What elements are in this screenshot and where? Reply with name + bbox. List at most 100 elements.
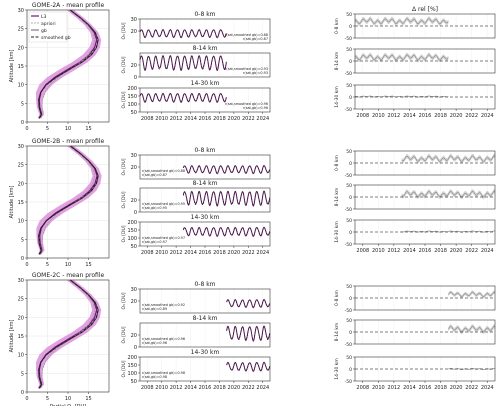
timeseries-panel: 20 30 0-8 km O₃ [DU] r(sat,smoothed gb)=0.88…	[121, 147, 271, 180]
y-axis-label: O₃ [DU]	[121, 292, 127, 309]
tick-label: 2014	[184, 385, 197, 391]
tick-label: 200	[127, 220, 137, 226]
tick-label: 0	[349, 24, 352, 30]
tick-label: 20	[131, 198, 137, 204]
tick-label: 2024	[256, 116, 269, 122]
panel-title: 8-14 km	[193, 180, 218, 187]
tick-label: 2008	[141, 385, 154, 391]
sat-series-line	[139, 92, 227, 103]
tick-label: 30	[131, 153, 137, 159]
tick-label: 15	[18, 200, 24, 206]
sat-series-line	[139, 55, 227, 72]
tick-label: 30	[18, 144, 24, 150]
y-axis-label: Altitude [km]	[9, 320, 15, 353]
panel-title: 0-8 km	[194, 11, 215, 18]
tick-label: -50	[345, 207, 352, 213]
tick-label: 50	[346, 83, 352, 89]
y-axis-label: O₃ [DU]	[121, 56, 127, 73]
difference-panel: -50 0 50 8-14 km	[334, 318, 496, 348]
difference-line	[448, 291, 496, 297]
tick-label: 2020	[450, 248, 463, 254]
difference-line	[354, 54, 449, 61]
tick-label: 20	[131, 63, 137, 69]
profile-line-apriori	[40, 9, 96, 119]
correlation-annotation: r(sat,gb)=0.97	[142, 240, 167, 244]
tick-label: 10	[65, 262, 71, 268]
tick-label: 30	[131, 287, 137, 293]
tick-label: 2010	[155, 385, 168, 391]
tick-label: 2020	[228, 385, 241, 391]
correlation-annotation: r(sat,smoothed gb)=0.98	[142, 371, 185, 375]
tick-label: 20	[131, 29, 137, 35]
tick-label: 2020	[450, 113, 463, 119]
y-axis-label: 0-8 km	[334, 290, 340, 306]
tick-label: 2008	[356, 248, 369, 254]
tick-label: 2020	[228, 250, 241, 256]
tick-label: 5	[46, 396, 49, 402]
panel-title: 8-14 km	[193, 45, 218, 52]
axes-frame	[354, 184, 496, 210]
tick-label: 15	[85, 396, 91, 402]
legend-label: apriori	[41, 21, 56, 27]
y-axis-label: 8-14 km	[334, 323, 340, 342]
panel-title: 14-30 km	[191, 214, 220, 221]
tick-label: 2024	[256, 250, 269, 256]
panel-title: GOME-2B - mean profile	[32, 138, 105, 145]
tick-label: 50	[346, 355, 352, 361]
y-axis-label: O₃ [DU]	[121, 158, 127, 175]
axes-frame	[139, 87, 271, 113]
tick-label: 15	[18, 64, 24, 70]
difference-line	[448, 325, 496, 333]
tick-label: 50	[346, 47, 352, 53]
tick-label: 2016	[419, 385, 432, 391]
tick-label: 5	[21, 101, 24, 107]
tick-label: 10	[65, 396, 71, 402]
correlation-annotation: r(sat,gb)=0.96	[243, 106, 268, 110]
difference-spread-band	[355, 52, 449, 63]
timeseries-panel: 2008 2010 2012 2014 2016 2018 2020 2022 2024 50 10…	[121, 80, 271, 122]
axes-frame	[354, 84, 496, 110]
tick-label: 2024	[256, 385, 269, 391]
panel-title: 0-8 km	[194, 147, 215, 154]
tick-label: 0	[21, 120, 24, 126]
tick-label: 25	[18, 297, 24, 303]
axes-frame	[139, 18, 271, 44]
axes-frame	[26, 279, 110, 393]
tick-label: 0	[349, 59, 352, 65]
profile-line-apriori	[40, 279, 96, 389]
tick-label: 0	[25, 396, 28, 402]
tick-label: 2022	[242, 385, 255, 391]
y-axis-label: O₃ [DU]	[121, 91, 127, 108]
tick-label: 2012	[170, 385, 183, 391]
tick-label: -50	[345, 242, 352, 248]
legend-box	[28, 11, 68, 43]
axes-frame	[354, 319, 496, 345]
axes-frame	[139, 322, 271, 348]
panel-title: Δ rel [%]	[412, 6, 438, 13]
y-axis-label: O₃ [DU]	[121, 225, 127, 242]
timeseries-panel: 0 20 8-14 km O₃ [DU] r(sat,smoothed gb)=0.96…	[121, 315, 271, 351]
tick-label: 0	[349, 367, 352, 373]
tick-label: 20	[18, 181, 24, 187]
smoothed-gb-series-line	[183, 191, 270, 206]
profile-line-smoothed-gb	[38, 145, 99, 255]
timeseries-panel: 2008 2010 2012 2014 2016 2018 2020 2022 2024 50 10…	[121, 349, 271, 391]
tick-label: 150	[127, 94, 137, 100]
axes-frame	[139, 221, 271, 247]
tick-label: 2014	[184, 250, 197, 256]
panel-title: 0-8 km	[194, 281, 215, 288]
sat-series-line	[182, 190, 271, 207]
tick-label: 2018	[434, 248, 447, 254]
tick-label: 2018	[213, 250, 226, 256]
difference-panel: 2008 2010 2012 2014 2016 2018 2020 2022 2024 -50 0…	[334, 355, 496, 391]
correlation-annotation: r(sat,smoothed gb)=0.92	[142, 303, 185, 307]
difference-panel: -50 0 50 8-14 km	[334, 47, 496, 77]
tick-label: 0	[349, 195, 352, 201]
tick-label: 2016	[199, 385, 212, 391]
tick-label: 0	[349, 296, 352, 302]
y-axis-label: O₃ [DU]	[121, 22, 127, 39]
tick-label: -50	[345, 36, 352, 42]
tick-label: 2016	[419, 113, 432, 119]
axes-frame	[354, 285, 496, 311]
